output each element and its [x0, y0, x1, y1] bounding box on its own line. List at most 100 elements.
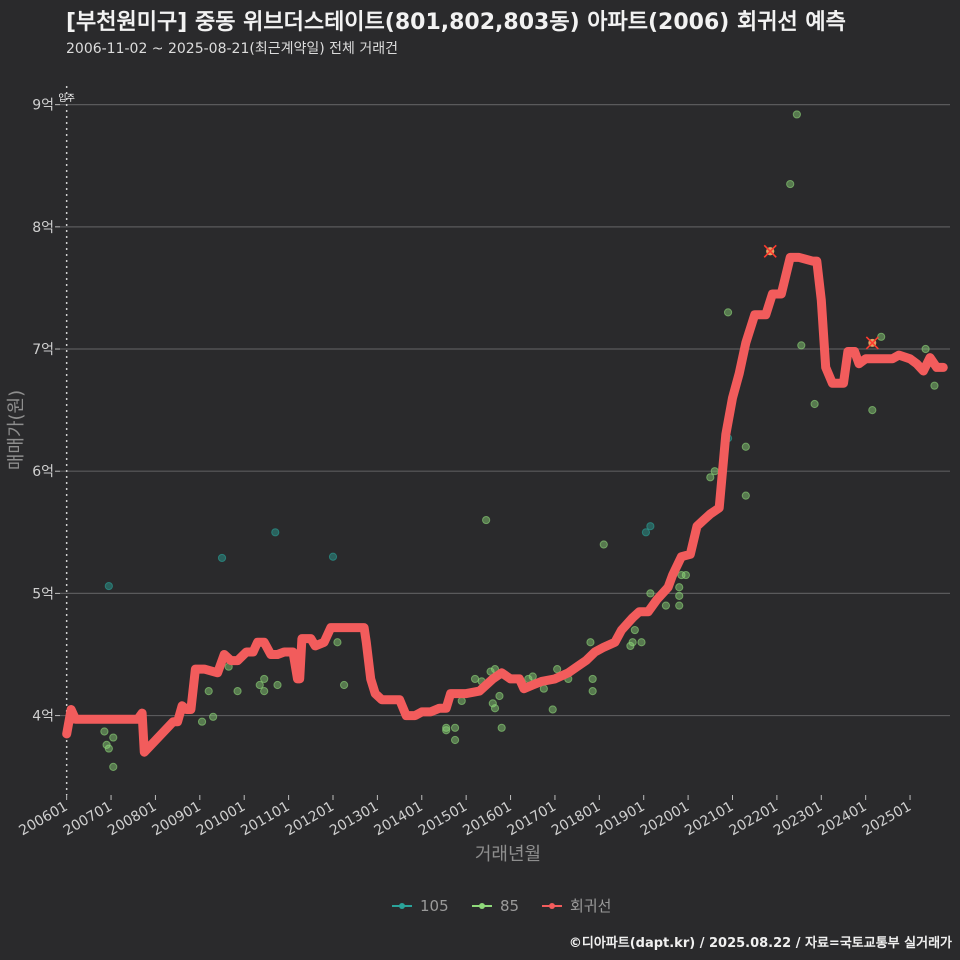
x-tick-label: 201501 — [416, 799, 470, 840]
chart-subtitle: 2006-11-02 ~ 2025-08-21(최근계약일) 전체 거래건 — [66, 41, 398, 57]
x-tick-label: 201301 — [327, 799, 381, 840]
data-point-85 — [675, 591, 684, 600]
movein-label: 입주 — [58, 92, 75, 104]
legend-label: 회귀선 — [570, 897, 611, 915]
x-tick-label: 202001 — [638, 799, 692, 840]
data-point-85 — [100, 727, 109, 736]
data-point-85 — [810, 399, 819, 409]
data-point-85 — [495, 691, 504, 701]
data-point-85 — [741, 491, 750, 500]
data-point-85 — [482, 515, 491, 525]
data-point-85 — [497, 723, 506, 732]
y-tick-label: 6억 — [32, 464, 54, 480]
x-tick-label: 201801 — [549, 799, 603, 840]
data-point-85 — [681, 570, 690, 580]
data-point-85 — [333, 638, 342, 647]
data-point-85 — [628, 638, 637, 647]
data-point-85 — [209, 712, 218, 721]
x-tick-label: 200901 — [150, 799, 204, 840]
data-point-85 — [868, 406, 877, 415]
data-point-105 — [641, 528, 651, 537]
x-tick-label: 201401 — [371, 799, 425, 840]
data-point-85 — [442, 723, 451, 732]
data-point-105 — [104, 581, 113, 591]
data-point-85 — [723, 308, 733, 317]
x-tick-label: 200601 — [16, 799, 70, 840]
legend-swatch-dot — [399, 903, 405, 909]
data-point-85 — [204, 687, 213, 696]
outlier-cross — [865, 336, 879, 350]
x-tick-label: 202401 — [815, 799, 869, 840]
points-layer — [100, 110, 939, 771]
y-tick-label: 9억 — [32, 98, 54, 114]
data-point-85 — [109, 762, 118, 771]
x-axis-title: 거래년월 — [475, 844, 541, 865]
grid-layer — [60, 104, 950, 717]
data-point-85 — [677, 570, 686, 580]
y-axis-ticks: 4억 5억 6억 7억 8억 9억 — [32, 98, 60, 725]
data-point-105 — [271, 528, 280, 537]
source-caption: ©디아파트(dapt.kr) / 2025.08.22 / 자료=국토교통부 실… — [568, 936, 952, 951]
x-tick-label: 202301 — [771, 799, 825, 840]
x-axis-ticks: 2006012007012008012009012010012011012012… — [16, 795, 914, 839]
data-point-85 — [233, 687, 242, 696]
y-tick-label: 8억 — [32, 220, 54, 236]
data-point-105 — [328, 552, 338, 561]
data-point-85 — [797, 341, 806, 350]
x-tick-label: 201101 — [238, 799, 292, 840]
data-point-105 — [217, 553, 227, 563]
outlier-layer — [763, 244, 879, 350]
x-tick-label: 201201 — [283, 799, 337, 840]
data-point-85 — [786, 179, 795, 189]
legend-label: 105 — [420, 897, 449, 915]
x-tick-label: 202101 — [682, 799, 736, 840]
data-point-85 — [548, 705, 557, 714]
x-tick-label: 202201 — [727, 799, 781, 840]
data-point-85 — [921, 344, 930, 354]
x-tick-label: 200801 — [105, 799, 159, 840]
data-point-85 — [661, 601, 671, 610]
legend-swatch-dot — [549, 903, 555, 909]
x-tick-label: 201701 — [505, 799, 559, 840]
data-point-85 — [260, 674, 269, 684]
data-point-85 — [675, 583, 684, 592]
data-point-85 — [930, 381, 939, 390]
data-point-85 — [588, 674, 597, 684]
data-point-85 — [273, 680, 282, 690]
data-point-85 — [637, 638, 646, 647]
data-point-85 — [706, 473, 715, 482]
outlier-cross — [763, 244, 777, 258]
data-point-85 — [877, 332, 886, 341]
regression-line — [62, 252, 948, 757]
y-tick-label: 7억 — [32, 342, 54, 358]
data-point-85 — [792, 110, 801, 119]
x-tick-label: 201001 — [194, 799, 248, 840]
data-point-85 — [599, 540, 608, 549]
chart-title: [부천원미구] 중동 위브더스테이트(801,802,803동) 아파트(200… — [66, 10, 846, 35]
y-tick-label: 5억 — [32, 586, 54, 602]
data-point-85 — [442, 726, 451, 735]
annotation-layer: 입주 — [58, 86, 75, 795]
data-point-85 — [255, 680, 264, 690]
data-point-85 — [630, 625, 639, 635]
data-point-85 — [490, 704, 500, 713]
data-point-85 — [470, 674, 480, 684]
data-point-85 — [450, 723, 460, 732]
regression-layer — [62, 252, 948, 757]
x-tick-label: 202501 — [860, 799, 914, 840]
data-point-85 — [457, 696, 466, 706]
x-tick-label: 201601 — [460, 799, 514, 840]
legend-label: 85 — [500, 897, 519, 915]
data-point-105 — [646, 522, 655, 531]
legend-swatch-dot — [479, 903, 485, 909]
data-point-85 — [553, 665, 562, 674]
data-point-85 — [710, 467, 719, 476]
data-point-85 — [528, 672, 537, 681]
y-tick-label: 4억 — [32, 709, 54, 725]
data-point-85 — [646, 589, 655, 598]
y-axis-title: 매매가(원) — [6, 390, 27, 470]
data-point-85 — [109, 733, 118, 742]
data-point-85 — [197, 717, 207, 726]
x-tick-label: 200701 — [61, 799, 115, 840]
x-tick-label: 201901 — [593, 799, 647, 840]
